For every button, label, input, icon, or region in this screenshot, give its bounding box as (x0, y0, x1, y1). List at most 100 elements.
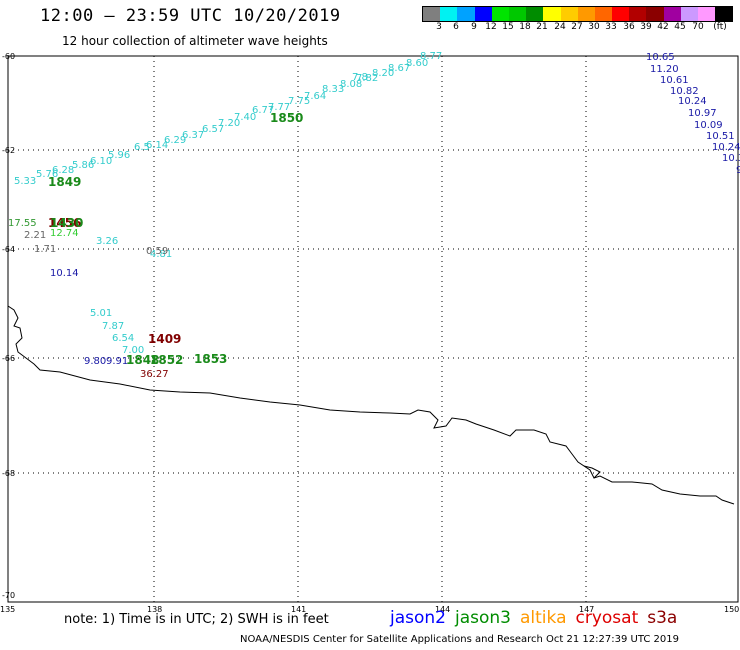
longitude-label: 144 (435, 605, 450, 614)
pass-time-label: 1456 (48, 216, 81, 230)
wave-height-value: 10.82 (670, 86, 699, 97)
latitude-label: -66 (2, 354, 15, 363)
pass-time-label: 1849 (48, 175, 81, 189)
longitude-label: 141 (291, 605, 306, 614)
wave-height-value: 1.71 (34, 244, 56, 255)
color-swatch (440, 7, 458, 21)
color-scale-label: 18 (519, 22, 531, 32)
wave-height-value: 3.26 (96, 236, 118, 247)
color-scale-label: 45 (674, 22, 686, 32)
latitude-label: -60 (2, 52, 15, 61)
wave-height-value: 8.08 (340, 79, 362, 90)
latitude-label: -64 (2, 245, 15, 254)
wave-height-value: 10.14 (50, 268, 79, 279)
wave-height-value: 6.28 (52, 165, 74, 176)
satellite-legend: jason2 jason3 altika cryosat s3a (390, 608, 686, 628)
latitude-label: -70 (2, 591, 15, 600)
wave-height-value: 7.40 (234, 112, 256, 123)
color-swatch (474, 7, 492, 21)
wave-height-value: 6.5 (134, 142, 150, 153)
wave-height-value: 6.37 (182, 130, 204, 141)
wave-height-value: 5.01 (90, 308, 112, 319)
wave-height-value: 8.77 (420, 51, 442, 62)
satellite-legend-item: altika (520, 608, 567, 628)
wave-height-value: 4.81 (150, 249, 172, 260)
color-swatch (629, 7, 647, 21)
wave-height-value: 10.51 (706, 131, 735, 142)
color-swatch (491, 7, 509, 21)
footer-credit: NOAA/NESDIS Center for Satellite Applica… (240, 634, 679, 645)
color-scale-label: 30 (588, 22, 600, 32)
wave-height-value: 10.3 (722, 153, 740, 164)
map-ticks: -60 -62 -64 -66 -68 -70 135 138 141 144 147 150 (0, 52, 739, 614)
color-swatch (526, 7, 544, 21)
wave-height-value: 6.57 (202, 124, 224, 135)
color-scale-label: 9 (471, 22, 477, 32)
map-grid (8, 56, 738, 602)
color-swatch (508, 7, 527, 21)
longitude-label: 138 (147, 605, 162, 614)
color-scale-labels: 3 6 9 12 15 18 21 24 27 30 33 36 39 42 45 70 (ft) (422, 22, 740, 34)
color-scale-label: 33 (605, 22, 617, 32)
wave-height-value: 10.97 (688, 108, 717, 119)
wave-height-value: 9 (736, 165, 740, 176)
color-swatch (680, 7, 698, 21)
color-swatch (698, 7, 716, 21)
wave-height-value: 6.54 (112, 333, 134, 344)
color-swatch (594, 7, 613, 21)
map-title: 12:00 – 23:59 UTC 10/20/2019 (40, 6, 341, 26)
wave-height-value: 5.86 (72, 160, 94, 171)
wave-height-value: 17.55 (8, 218, 37, 229)
wave-height-value: 7.87 (102, 321, 124, 332)
coastline (7, 305, 735, 505)
color-swatch (457, 7, 475, 21)
wave-height-value: 6.77 (252, 105, 274, 116)
wave-height-value: 0.59 (146, 246, 168, 257)
wave-height-value: 10.24 (712, 142, 740, 153)
pass-time-label: 1430 (50, 216, 83, 230)
color-swatch (577, 7, 595, 21)
wave-height-value: 6.14 (146, 140, 168, 151)
longitude-label: 147 (579, 605, 594, 614)
satellite-legend-item: jason3 (455, 608, 511, 628)
color-scale-label: 12 (485, 22, 497, 32)
color-scale-label: 15 (502, 22, 514, 32)
wave-height-value: 7.82 (356, 73, 378, 84)
satellite-legend-item: s3a (647, 608, 678, 628)
map-frame (7, 55, 739, 603)
wave-height-value: 36.27 (140, 369, 169, 380)
pass-time-label: 1852 (150, 353, 183, 367)
wave-height-value: 8.67 (388, 63, 410, 74)
footer-note: note: 1) Time is in UTC; 2) SWH is in fe… (64, 612, 329, 627)
wave-height-value: 7.77 (268, 102, 290, 113)
wave-height-value: 8.20 (372, 68, 394, 79)
wave-height-value: 10.24 (678, 96, 707, 107)
longitude-label: 150 (724, 605, 739, 614)
color-swatch (560, 7, 578, 21)
map-subtitle: 12 hour collection of altimeter wave hei… (62, 34, 328, 48)
color-scale-bar (422, 6, 734, 22)
wave-height-value: 5.33 (14, 176, 36, 187)
pass-time-label: 1409 (148, 332, 181, 346)
color-scale-label: (ft) (713, 22, 727, 32)
wave-height-value: 11.20 (650, 64, 679, 75)
color-scale-label: 39 (640, 22, 652, 32)
wave-height-labels: 8.778.608.678.207.827.88.088.337.647.757… (8, 51, 740, 380)
color-scale-label: 6 (453, 22, 459, 32)
wave-height-value: 8.60 (406, 58, 428, 69)
color-scale-label: 36 (623, 22, 635, 32)
wave-height-value: 7.20 (218, 118, 240, 129)
wave-height-value: 5.76 (36, 169, 58, 180)
pass-time-label: 1850 (270, 111, 303, 125)
pass-time-label: 1853 (194, 352, 227, 366)
wave-height-value: 10.65 (646, 52, 675, 63)
wave-height-value: 9.91 (106, 356, 128, 367)
wave-height-value: 2.21 (24, 230, 46, 241)
color-swatch (663, 7, 681, 21)
wave-height-value: 7.64 (304, 91, 326, 102)
coastline-inlet (583, 465, 601, 479)
satellite-legend-item: cryosat (575, 608, 639, 628)
wave-height-value: 10.09 (694, 120, 723, 131)
wave-height-value: 6.10 (90, 156, 112, 167)
